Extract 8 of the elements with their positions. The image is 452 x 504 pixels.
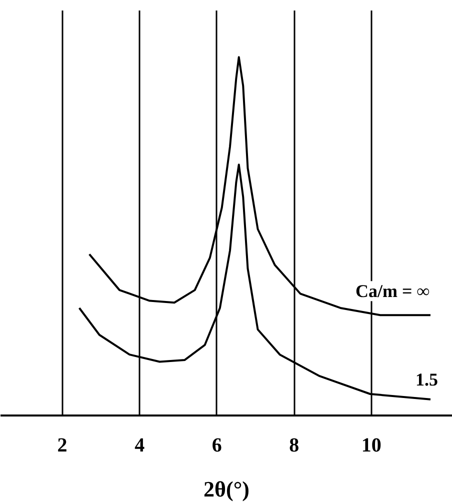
series-label: Ca/m = ∞	[355, 281, 430, 302]
series-label: 1.5	[415, 369, 438, 390]
x-tick-label: 2	[57, 434, 68, 456]
x-axis-title: 2θ(°)	[204, 476, 250, 502]
x-tick-label: 4	[134, 434, 145, 456]
x-tick-label: 6	[212, 434, 222, 456]
x-tick-label: 10	[361, 434, 382, 456]
x-tick-label: 8	[289, 434, 300, 456]
